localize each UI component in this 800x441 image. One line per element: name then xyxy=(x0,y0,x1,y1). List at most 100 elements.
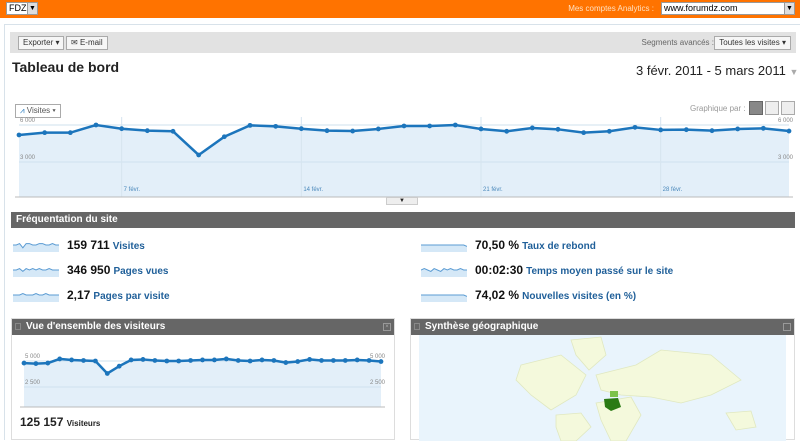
metric-value: 00:02:30 xyxy=(475,263,524,277)
graph-by-label: Graphique par : xyxy=(690,104,746,113)
data-point[interactable] xyxy=(375,126,381,132)
metric-row[interactable]: 159 711 Visites xyxy=(13,238,145,253)
data-point[interactable] xyxy=(33,361,39,366)
chevron-down-icon: ▼ xyxy=(789,67,799,77)
data-point[interactable] xyxy=(427,123,433,129)
toolbar: Exporter ▾ ✉ E-mail Segments avancés : T… xyxy=(10,32,796,53)
metric-label: Temps moyen passé sur le site xyxy=(526,266,674,277)
data-point[interactable] xyxy=(176,358,182,364)
metric-row[interactable]: 2,17 Pages par visite xyxy=(13,288,170,303)
data-point[interactable] xyxy=(273,123,279,129)
data-point[interactable] xyxy=(42,130,48,136)
segment-select[interactable]: Toutes les visites ▾ xyxy=(714,36,791,50)
site-name: www.forumdz.com xyxy=(664,3,738,13)
data-point[interactable] xyxy=(104,371,110,376)
export-button[interactable]: Exporter ▾ xyxy=(18,36,65,50)
y-tick-label: 5 000 xyxy=(370,354,386,360)
data-point[interactable] xyxy=(658,127,664,133)
data-point[interactable] xyxy=(116,363,122,369)
envelope-icon: ✉ xyxy=(71,38,78,47)
data-point[interactable] xyxy=(324,128,330,134)
data-point[interactable] xyxy=(786,128,792,134)
site-select[interactable]: www.forumdz.com ▼ xyxy=(661,2,795,15)
data-point[interactable] xyxy=(529,125,535,131)
data-point[interactable] xyxy=(452,122,458,128)
data-point[interactable] xyxy=(581,130,587,136)
close-icon[interactable]: × xyxy=(383,323,391,331)
metric-tab-visits[interactable]: ⩘ Visites ▾ xyxy=(15,104,61,118)
data-point[interactable] xyxy=(152,358,158,363)
data-point[interactable] xyxy=(378,359,384,364)
data-point[interactable] xyxy=(271,358,277,363)
data-point[interactable] xyxy=(81,358,86,363)
metric-value: 346 950 xyxy=(67,263,111,277)
data-point[interactable] xyxy=(555,126,561,132)
x-tick-label: 21 févr. xyxy=(483,187,503,193)
data-point[interactable] xyxy=(170,128,176,134)
data-point[interactable] xyxy=(196,152,202,158)
data-point[interactable] xyxy=(342,358,348,363)
data-point[interactable] xyxy=(354,357,360,363)
chart-collapse-handle[interactable]: ▼ xyxy=(386,197,418,205)
metric-label: Pages par visite xyxy=(93,291,170,302)
data-point[interactable] xyxy=(57,356,63,362)
metric-row[interactable]: 74,02 % Nouvelles visites (en %) xyxy=(421,288,636,303)
data-point[interactable] xyxy=(164,358,170,364)
data-point[interactable] xyxy=(283,360,289,365)
account-select[interactable]: FDZ ▼ xyxy=(6,2,38,15)
data-point[interactable] xyxy=(350,128,356,134)
email-button[interactable]: ✉ E-mail xyxy=(66,36,108,50)
data-point[interactable] xyxy=(235,358,241,363)
data-point[interactable] xyxy=(16,132,22,138)
metric-row[interactable]: 346 950 Pages vues xyxy=(13,263,169,278)
drag-handle-icon[interactable] xyxy=(414,323,420,330)
drag-handle-icon[interactable] xyxy=(15,323,21,330)
month-view-button[interactable] xyxy=(781,101,795,115)
data-point[interactable] xyxy=(67,130,73,136)
data-point[interactable] xyxy=(200,357,205,363)
data-point[interactable] xyxy=(45,360,51,366)
data-point[interactable] xyxy=(21,360,27,366)
data-point[interactable] xyxy=(295,359,301,364)
x-tick-label: 7 févr. xyxy=(124,187,141,193)
data-point[interactable] xyxy=(401,123,407,129)
data-point[interactable] xyxy=(144,128,150,134)
week-view-button[interactable] xyxy=(765,101,779,115)
data-point[interactable] xyxy=(128,357,134,363)
data-point[interactable] xyxy=(247,358,253,364)
data-point[interactable] xyxy=(632,124,638,130)
data-point[interactable] xyxy=(606,128,612,134)
metric-label: Taux de rebond xyxy=(522,241,596,252)
data-point[interactable] xyxy=(188,358,194,363)
data-point[interactable] xyxy=(223,356,229,362)
metric-row[interactable]: 00:02:30 Temps moyen passé sur le site xyxy=(420,263,674,278)
chevron-down-icon: ▼ xyxy=(27,3,37,14)
world-map[interactable] xyxy=(411,335,786,441)
data-point[interactable] xyxy=(331,358,336,363)
close-icon[interactable] xyxy=(783,323,791,331)
data-point[interactable] xyxy=(709,128,715,134)
data-point[interactable] xyxy=(93,122,99,128)
data-point[interactable] xyxy=(119,126,125,132)
data-point[interactable] xyxy=(298,126,304,132)
day-view-button[interactable] xyxy=(749,101,763,115)
data-point[interactable] xyxy=(504,128,510,134)
data-point[interactable] xyxy=(307,357,312,362)
data-point[interactable] xyxy=(319,358,324,363)
data-point[interactable] xyxy=(366,358,372,363)
data-point[interactable] xyxy=(140,357,146,362)
metric-row[interactable]: 70,50 % Taux de rebond xyxy=(421,238,596,253)
data-point[interactable] xyxy=(69,357,74,363)
data-point[interactable] xyxy=(221,134,227,140)
data-point[interactable] xyxy=(93,358,98,364)
data-point[interactable] xyxy=(259,357,265,363)
date-range-picker[interactable]: 3 févr. 2011 - 5 mars 2011 ▼ xyxy=(636,63,799,78)
data-point[interactable] xyxy=(247,122,253,128)
y-tick-label: 5 000 xyxy=(25,354,41,360)
data-point[interactable] xyxy=(683,127,689,133)
data-point[interactable] xyxy=(212,357,217,363)
data-point[interactable] xyxy=(478,126,484,132)
data-point[interactable] xyxy=(760,125,766,131)
data-point[interactable] xyxy=(735,126,741,132)
metric-value: 159 711 xyxy=(67,238,110,252)
